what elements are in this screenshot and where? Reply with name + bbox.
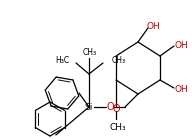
Text: OH: OH: [146, 22, 160, 30]
Text: OH: OH: [174, 85, 188, 94]
Text: O: O: [106, 102, 114, 112]
Text: CH₃: CH₃: [83, 48, 97, 56]
Text: CH₃: CH₃: [112, 55, 126, 64]
Text: CH₃: CH₃: [110, 122, 126, 131]
Text: Si: Si: [85, 102, 93, 111]
Text: OH: OH: [174, 40, 188, 49]
Text: O: O: [112, 104, 120, 114]
Text: H₃C: H₃C: [55, 55, 69, 64]
